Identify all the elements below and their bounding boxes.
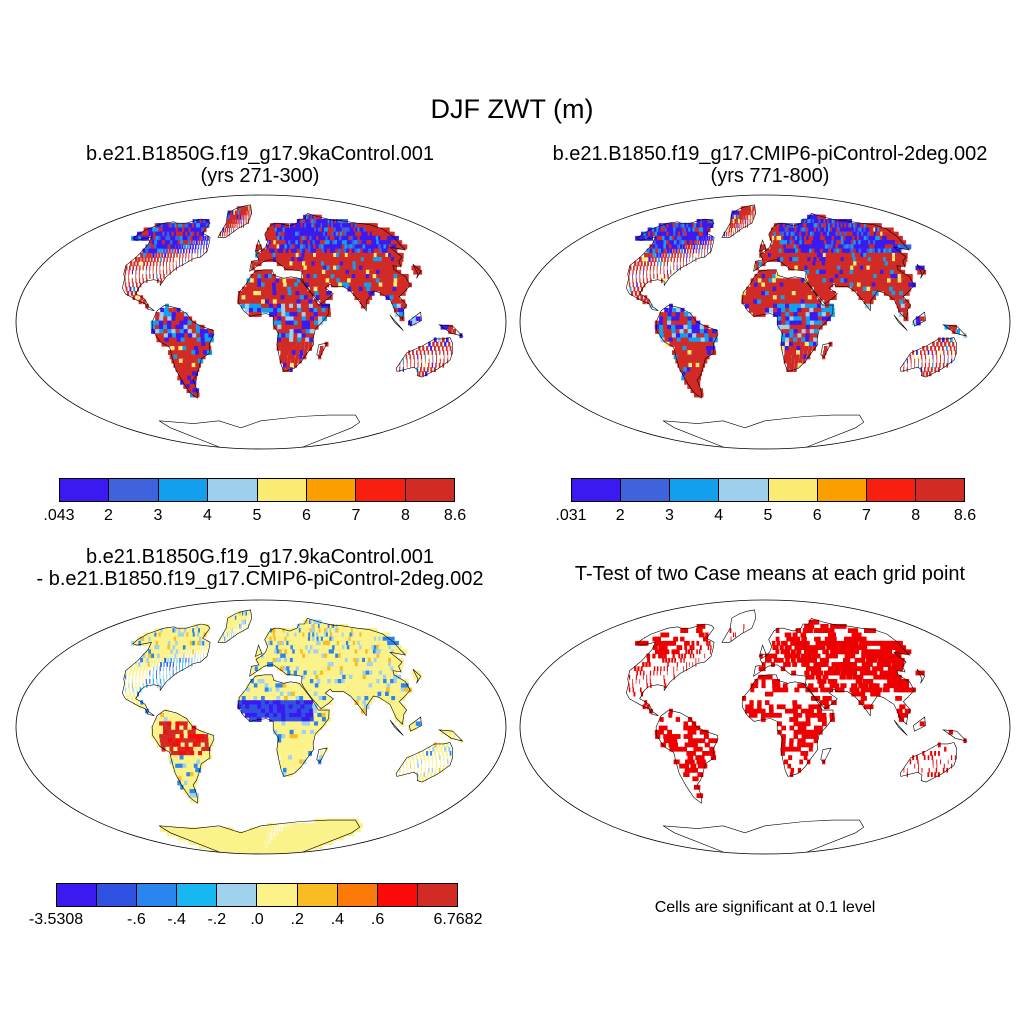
panel4-title: T-Test of two Case means at each grid po… (574, 563, 966, 585)
colorbar-swatch (767, 478, 818, 502)
grid-cells (124, 206, 463, 398)
grid-cells (628, 206, 967, 398)
colorbar-swatch (176, 883, 218, 907)
colorbar-label: .0 (250, 911, 264, 928)
colorbar-swatch (157, 478, 209, 502)
colorbar-swatch (816, 478, 867, 502)
colorbar-swatch (404, 478, 455, 502)
colorbar-swatch (376, 883, 418, 907)
colorbar-label: .6 (370, 911, 385, 928)
panel2-title-line2: (yrs 771-800) (710, 165, 830, 187)
coastlines (121, 609, 464, 854)
panel1-title-line2: (yrs 271-300) (200, 165, 320, 187)
colorbar-label: .043 (43, 507, 75, 524)
colorbar-label: -3.5308 (28, 911, 84, 928)
colorbar-label: 3 (153, 507, 163, 524)
colorbar-case1 (59, 478, 455, 502)
colorbar-swatch (336, 883, 378, 907)
colorbar-label: 5 (763, 507, 773, 524)
colorbar-label: 2 (104, 507, 113, 524)
colorbar-swatch (216, 883, 258, 907)
colorbar-label: 8 (911, 507, 921, 524)
colorbar-swatch (108, 478, 159, 502)
colorbar-label: -.4 (167, 911, 186, 928)
colorbar-label: 4 (203, 507, 212, 524)
colorbar-label: -.2 (207, 911, 227, 928)
map-border (519, 194, 1011, 450)
coastlines (625, 204, 968, 449)
colorbar-label: 6 (302, 507, 311, 524)
colorbar-label: -.6 (127, 911, 146, 928)
colorbar-swatch (256, 478, 307, 502)
colorbar-label: .4 (330, 911, 345, 928)
colorbar-swatch (56, 883, 98, 907)
grid-cells (124, 611, 463, 854)
colorbar-label: .2 (290, 911, 304, 928)
map-panel-case2 (519, 194, 1011, 450)
map-border (519, 599, 1011, 855)
map-panel-difference (15, 599, 507, 855)
colorbar-swatch (207, 478, 258, 502)
colorbar-label: 2 (615, 507, 625, 524)
panel2-title: b.e21.B1850.f19_g17.CMIP6-piControl-2deg… (510, 143, 1024, 187)
colorbar-swatch (305, 478, 357, 502)
colorbar-label: 7 (351, 507, 361, 524)
colorbar-swatch (571, 478, 622, 502)
colorbar-case1-labels: .043 2 3 4 5 6 7 8 8.6 (43, 507, 466, 527)
colorbar-label: .031 (555, 507, 587, 524)
map-border (15, 599, 507, 855)
colorbar-swatch (914, 478, 965, 502)
colorbar-label: 8 (401, 507, 410, 524)
panel3-title-line2: - b.e21.B1850.f19_g17.CMIP6-piControl-2d… (36, 568, 484, 590)
colorbar-label: 7 (862, 507, 871, 524)
colorbar-swatch (620, 478, 671, 502)
colorbar-swatch (355, 478, 406, 502)
significance-note: Cells are significant at 0.1 level (654, 899, 876, 916)
colorbar-swatch (718, 478, 769, 502)
colorbar-difference (56, 883, 458, 907)
colorbar-swatch (256, 883, 298, 907)
panel3-title: b.e21.B1850G.f19_g17.9kaControl.001 - b.… (0, 546, 530, 590)
map-border (15, 194, 507, 450)
coastlines (121, 204, 464, 449)
colorbar-case2-labels: .031 2 3 4 5 6 7 8 8.6 (555, 507, 976, 527)
map-panel-ttest (519, 599, 1011, 855)
colorbar-swatch (96, 883, 138, 907)
coastlines (625, 609, 968, 854)
colorbar-label: 6 (812, 507, 822, 524)
colorbar-difference-labels: -3.5308 -.6 -.4 -.2 .0 .2 .4 .6 6.7682 (29, 911, 483, 931)
colorbar-swatch (59, 478, 110, 502)
figure-title: DJF ZWT (m) (430, 94, 594, 124)
panel1-title-line1: b.e21.B1850G.f19_g17.9kaControl.001 (85, 143, 435, 165)
colorbar-swatch (416, 883, 458, 907)
colorbar-swatch (296, 883, 338, 907)
colorbar-case2 (571, 478, 965, 502)
colorbar-swatch (669, 478, 720, 502)
colorbar-label: 5 (252, 507, 262, 524)
colorbar-label: 6.7682 (433, 911, 483, 928)
colorbar-label: 8.6 (953, 507, 977, 524)
colorbar-label: 8.6 (443, 507, 467, 524)
map-panel-case1 (15, 194, 507, 450)
colorbar-label: 4 (714, 507, 724, 524)
panel1-title: b.e21.B1850G.f19_g17.9kaControl.001 (yrs… (0, 143, 520, 187)
colorbar-swatch (865, 478, 916, 502)
grid-cells (628, 619, 967, 799)
panel2-title-line1: b.e21.B1850.f19_g17.CMIP6-piControl-2deg… (552, 143, 988, 165)
colorbar-label: 3 (665, 507, 674, 524)
panel3-title-line1: b.e21.B1850G.f19_g17.9kaControl.001 (85, 546, 435, 568)
colorbar-swatch (136, 883, 178, 907)
